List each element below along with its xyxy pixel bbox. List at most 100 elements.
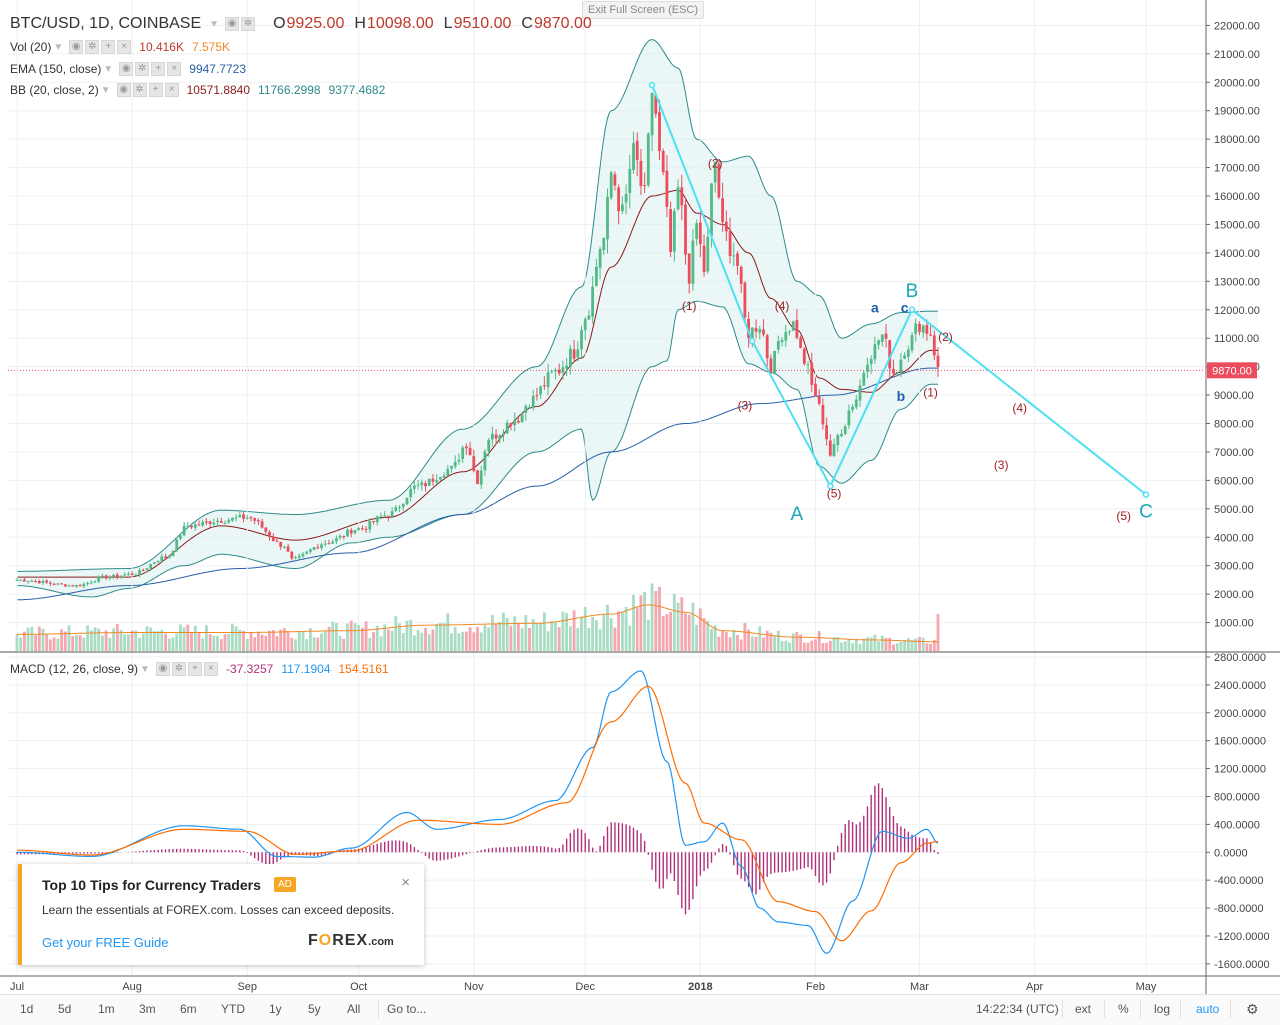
candle-body	[747, 318, 750, 338]
plus-icon[interactable]: +	[148, 83, 163, 97]
exit-fullscreen-button[interactable]: Exit Full Screen (ESC)	[582, 1, 705, 19]
candle-body	[869, 359, 873, 365]
volume-bar	[509, 625, 513, 651]
goto-button[interactable]: Go to...	[387, 1002, 427, 1016]
log-toggle[interactable]: log	[1154, 1002, 1171, 1016]
divider	[1104, 1000, 1105, 1018]
macd-controls[interactable]: ◉ ✲ + ×	[155, 662, 218, 676]
symbol-legend: BTC/USD, 1D, COINBASE ▼ ◉ ✲ O 9925.00 H 100…	[10, 15, 592, 33]
candle-body	[275, 540, 279, 542]
macd-legend: MACD (12, 26, close, 9) ▼ ◉ ✲ + × -37.3257 …	[10, 660, 389, 678]
gear-icon[interactable]: ✲	[132, 83, 147, 97]
eye-icon[interactable]: ◉	[69, 40, 84, 54]
macd-legend-label[interactable]: MACD (12, 26, close, 9)	[10, 662, 139, 676]
close-icon[interactable]: ×	[203, 662, 218, 676]
wave-label: (4)	[1012, 401, 1027, 415]
eye-icon[interactable]: ◉	[116, 83, 131, 97]
volume-bar	[583, 607, 587, 651]
wave-label: (5)	[827, 486, 842, 500]
volume-bar	[646, 619, 650, 651]
volume-bar	[932, 639, 936, 651]
gear-icon[interactable]: ⚙	[1246, 1001, 1259, 1017]
range-6m[interactable]: 6m	[180, 1002, 197, 1016]
close-icon[interactable]: ×	[167, 62, 182, 76]
ad-badge: AD	[274, 877, 296, 892]
chevron-down-icon[interactable]: ▼	[140, 663, 150, 675]
candle-body	[141, 569, 145, 571]
close-value: 9870.00	[533, 15, 592, 32]
eye-icon[interactable]: ◉	[225, 17, 240, 31]
range-ytd[interactable]: YTD	[221, 1002, 245, 1016]
price-tick-label: 6000.00	[1214, 475, 1254, 487]
gear-icon[interactable]: ✲	[135, 62, 150, 76]
auto-toggle[interactable]: auto	[1196, 1002, 1220, 1016]
forex-logo[interactable]: FOREX.com	[308, 932, 394, 950]
advertisement[interactable]: Top 10 Tips for Currency Traders AD × Le…	[18, 864, 424, 965]
candle-body	[212, 522, 216, 525]
range-1d[interactable]: 1d	[20, 1002, 34, 1016]
volume-bar	[379, 636, 383, 651]
legend-controls[interactable]: ◉ ✲	[225, 17, 256, 31]
candle-body	[502, 433, 505, 435]
plus-icon[interactable]: +	[187, 662, 202, 676]
eye-icon[interactable]: ◉	[155, 662, 170, 676]
last-price-tag	[1207, 362, 1257, 379]
chevron-down-icon[interactable]: ▼	[53, 41, 64, 53]
close-icon[interactable]: ×	[117, 40, 132, 54]
close-icon[interactable]: ×	[164, 83, 179, 97]
volume-controls[interactable]: ◉ ✲ + ×	[69, 40, 132, 54]
range-3m[interactable]: 3m	[139, 1002, 156, 1016]
volume-legend-label[interactable]: Vol (20)	[10, 40, 52, 54]
candle-body	[190, 525, 193, 528]
candle-body	[888, 340, 892, 369]
candle-body	[795, 320, 799, 338]
percent-toggle[interactable]: %	[1118, 1002, 1129, 1016]
gear-icon[interactable]: ✲	[171, 662, 186, 676]
volume-bar	[290, 637, 294, 651]
bb-legend-label[interactable]: BB (20, close, 2)	[10, 83, 99, 97]
main-pane	[8, 24, 1205, 624]
range-1y[interactable]: 1y	[269, 1002, 282, 1016]
ema-legend-label[interactable]: EMA (150, close)	[10, 62, 102, 76]
gear-icon[interactable]: ✲	[241, 17, 256, 31]
range-all[interactable]: All	[347, 1002, 361, 1016]
volume-bar	[294, 639, 297, 651]
volume-bar	[550, 621, 554, 651]
gear-icon[interactable]: ✲	[85, 40, 100, 54]
candle-body	[301, 553, 305, 557]
volume-bar	[338, 635, 342, 651]
clock[interactable]: 14:22:34 (UTC)	[976, 1002, 1059, 1016]
candle-body	[63, 584, 67, 587]
candle-body	[260, 521, 264, 528]
chevron-down-icon[interactable]: ▼	[209, 18, 220, 30]
candle-body	[621, 204, 624, 212]
ext-toggle[interactable]: ext	[1075, 1002, 1092, 1016]
chevron-down-icon[interactable]: ▼	[103, 63, 114, 75]
range-5y[interactable]: 5y	[308, 1002, 321, 1016]
plus-icon[interactable]: +	[101, 40, 116, 54]
candle-body	[93, 581, 97, 583]
ema-controls[interactable]: ◉ ✲ + ×	[119, 62, 182, 76]
volume-bar	[609, 618, 613, 651]
candle-body	[866, 364, 869, 372]
chevron-down-icon[interactable]: ▼	[100, 84, 111, 96]
bb-controls[interactable]: ◉ ✲ + ×	[116, 83, 179, 97]
volume-bar	[862, 638, 866, 651]
candle-body	[840, 433, 843, 437]
eye-icon[interactable]: ◉	[119, 62, 134, 76]
volume-bar	[880, 635, 884, 651]
volume-bar	[598, 629, 602, 651]
candle-body	[851, 406, 854, 410]
ad-title[interactable]: Top 10 Tips for Currency Traders	[42, 877, 261, 893]
volume-bar	[754, 636, 758, 651]
candle-body	[413, 485, 416, 489]
chart-area[interactable]: A B Ca b c (1) (2) (3) (4) (5) (2) (1) (4) (3) (5) 1000…	[0, 0, 1280, 994]
range-5d[interactable]: 5d	[58, 1002, 72, 1016]
symbol-title[interactable]: BTC/USD, 1D, COINBASE	[10, 15, 202, 32]
volume-bar	[687, 614, 691, 651]
range-1m[interactable]: 1m	[98, 1002, 115, 1016]
volume-bar	[498, 622, 502, 651]
ad-cta-link[interactable]: Get your FREE Guide	[42, 935, 169, 950]
plus-icon[interactable]: +	[151, 62, 166, 76]
close-icon[interactable]: ×	[401, 874, 410, 891]
